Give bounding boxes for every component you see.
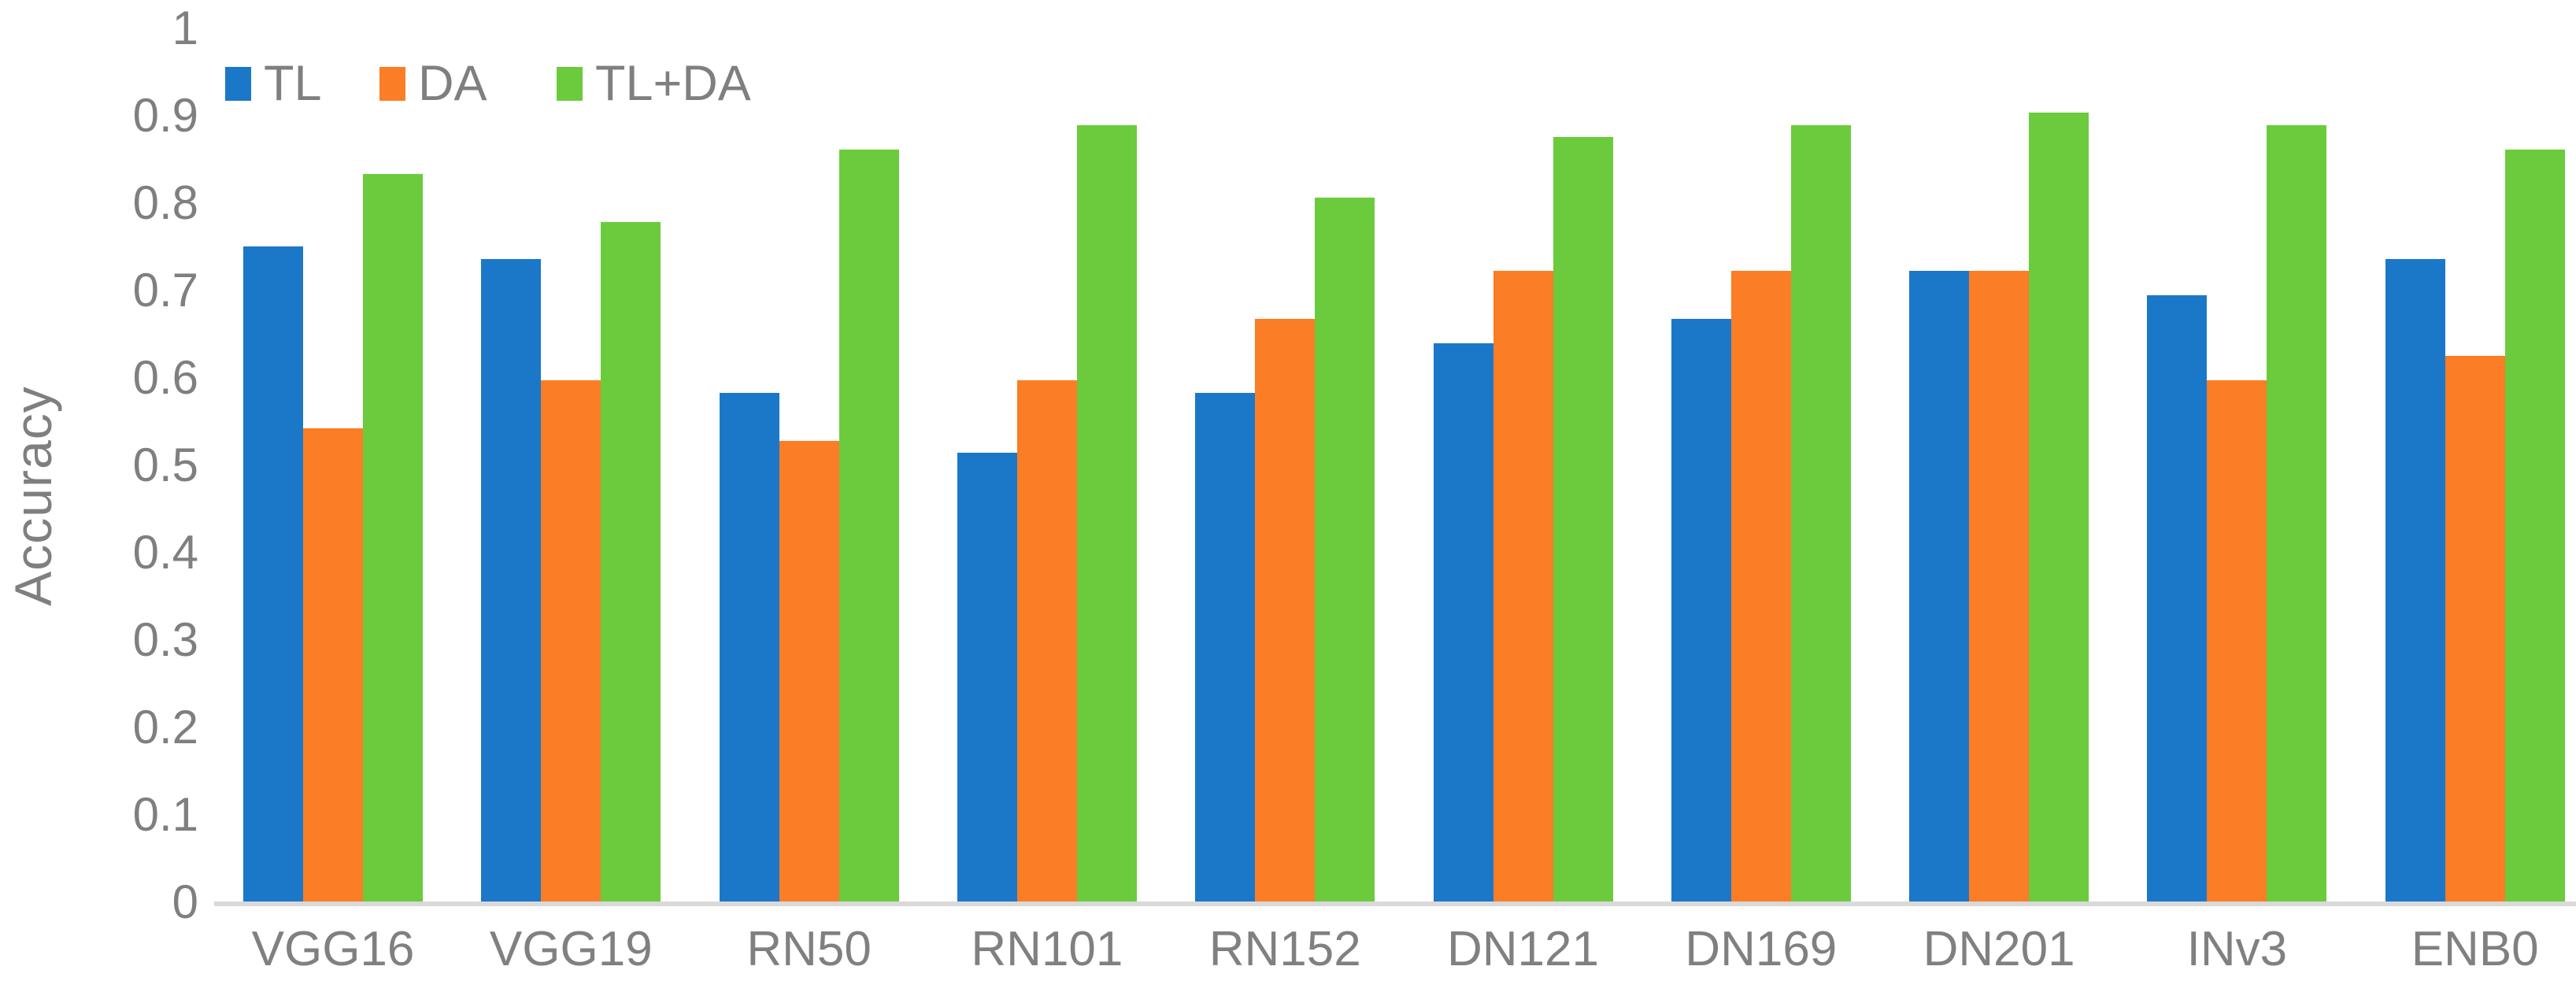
legend-label-tl-da: TL+DA <box>595 56 751 111</box>
bar-tl-da-dn169 <box>1790 124 1851 902</box>
x-axis-label-inv3: INv3 <box>2186 922 2288 976</box>
bar-tl-dn121 <box>1433 343 1493 902</box>
bar-tl-da-enb0 <box>2504 149 2565 902</box>
legend-item-tl-da: TL+DA <box>557 56 751 111</box>
bar-tl-da-dn121 <box>1553 137 1613 902</box>
y-axis-tick-0.5: 0.5 <box>132 438 198 491</box>
legend-item-tl: TL <box>225 56 322 111</box>
legend-swatch-tl-da <box>557 66 583 101</box>
x-axis-label-rn101: RN101 <box>971 922 1123 976</box>
bar-tl-da-inv3 <box>2267 124 2327 902</box>
bar-da-dn169 <box>1730 271 1791 902</box>
x-axis-label-vgg16: VGG16 <box>251 922 415 976</box>
bar-tl-da-vgg16 <box>363 173 423 902</box>
y-axis-tick-1: 1 <box>172 1 198 54</box>
y-axis-tick-0.1: 0.1 <box>132 787 198 841</box>
x-axis-label-rn152: RN152 <box>1208 922 1361 976</box>
bar-da-rn101 <box>1016 380 1077 902</box>
bar-tl-da-vgg19 <box>601 222 661 902</box>
bar-tl-da-rn101 <box>1076 124 1137 902</box>
bar-tl-inv3 <box>2147 295 2208 902</box>
bar-tl-rn152 <box>1195 392 1256 902</box>
bar-tl-vgg19 <box>481 258 542 902</box>
bar-da-dn201 <box>1969 271 2030 902</box>
bar-da-vgg16 <box>303 428 363 902</box>
x-axis-label-dn121: DN121 <box>1447 922 1599 976</box>
bar-tl-dn201 <box>1909 271 1970 902</box>
legend-swatch-tl <box>225 66 251 101</box>
x-axis-label-vgg19: VGG19 <box>489 922 653 976</box>
bar-tl-da-rn152 <box>1315 197 1375 902</box>
y-axis-tick-0.4: 0.4 <box>132 525 198 579</box>
y-axis-tick-0.2: 0.2 <box>132 700 198 753</box>
bar-tl-rn50 <box>719 392 779 902</box>
y-axis-tick-0.6: 0.6 <box>132 350 198 404</box>
bar-da-rn152 <box>1255 319 1316 902</box>
x-axis-label-enb0: ENB0 <box>2411 922 2539 976</box>
x-axis-label-dn201: DN201 <box>1923 922 2075 976</box>
bar-tl-enb0 <box>2385 258 2445 902</box>
y-axis-tick-0.9: 0.9 <box>132 88 198 142</box>
y-axis-tick-0.8: 0.8 <box>132 176 198 229</box>
bar-tl-rn101 <box>957 453 1017 902</box>
legend-label-tl: TL <box>264 56 322 111</box>
y-axis-tick-0.7: 0.7 <box>132 263 198 317</box>
bar-da-enb0 <box>2445 355 2505 902</box>
x-axis-label-rn50: RN50 <box>746 922 872 976</box>
bar-da-inv3 <box>2207 380 2267 902</box>
bar-da-dn121 <box>1493 271 1553 902</box>
y-axis-tick-0.3: 0.3 <box>132 613 198 666</box>
y-axis-tick-0: 0 <box>172 876 198 928</box>
bar-tl-da-dn201 <box>2029 113 2089 902</box>
legend-swatch-da <box>379 66 405 101</box>
bar-tl-vgg16 <box>243 246 303 902</box>
legend-label-da: DA <box>418 56 487 111</box>
x-axis-label-dn169: DN169 <box>1685 922 1838 976</box>
bar-da-vgg19 <box>541 380 601 902</box>
bar-tl-dn169 <box>1671 319 1731 902</box>
bar-da-rn50 <box>779 440 839 902</box>
x-axis-line <box>214 901 2576 906</box>
bar-tl-da-rn50 <box>838 149 899 902</box>
legend-item-da: DA <box>379 56 487 111</box>
